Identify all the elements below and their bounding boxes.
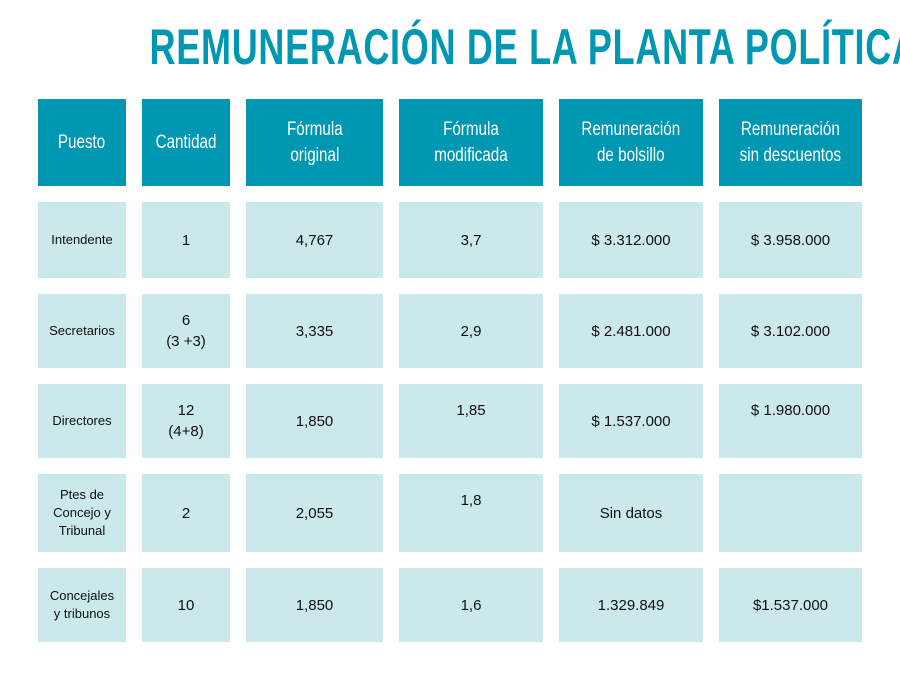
cell-formula-modificada: 2,9 [399,294,543,368]
header-remuneracion-bolsillo: Remuneración de bolsillo [559,99,703,186]
cell-cantidad: 1 [142,202,230,278]
header-cantidad: Cantidad [142,99,230,186]
header-label: Cantidad [155,131,217,153]
cell-cantidad: 10 [142,568,230,642]
cell-formula-modificada: 1,6 [399,568,543,642]
cell-puesto: Directores [38,384,126,458]
cell-puesto: Concejales y tribunos [38,568,126,642]
cell-remuneracion-bolsillo: Sin datos [559,474,703,552]
page-title: REMUNERACIÓN DE LA PLANTA POLÍTICA [149,19,900,75]
cell-formula-modificada: 1,85 [399,384,543,458]
cell-remuneracion-sin-descuentos: $1.537.000 [719,568,862,642]
cell-formula-original: 3,335 [246,294,383,368]
header-label: Fórmula original [286,118,343,166]
cell-formula-original: 1,850 [246,568,383,642]
header-label: Remuneración sin descuentos [739,118,842,166]
cell-remuneracion-sin-descuentos: $ 1.980.000 [719,384,862,458]
cell-remuneracion-bolsillo: $ 1.537.000 [559,384,703,458]
cell-remuneracion-bolsillo: 1.329.849 [559,568,703,642]
cell-formula-original: 2,055 [246,474,383,552]
cell-cantidad: 2 [142,474,230,552]
header-puesto: Puesto [38,99,126,186]
cell-remuneracion-sin-descuentos: $ 3.102.000 [719,294,862,368]
cell-formula-modificada: 1,8 [399,474,543,552]
cell-puesto: Secretarios [38,294,126,368]
cell-formula-original: 4,767 [246,202,383,278]
header-remuneracion-sin-descuentos: Remuneración sin descuentos [719,99,862,186]
cell-cantidad: 12 (4+8) [142,384,230,458]
cell-remuneracion-sin-descuentos: $ 3.958.000 [719,202,862,278]
cell-formula-original: 1,850 [246,384,383,458]
header-label: Puesto [58,131,106,153]
cell-remuneracion-sin-descuentos [719,474,862,552]
cell-remuneracion-bolsillo: $ 2.481.000 [559,294,703,368]
cell-formula-modificada: 3,7 [399,202,543,278]
header-label: Remuneración de bolsillo [581,118,681,166]
header-formula-modificada: Fórmula modificada [399,99,543,186]
cell-puesto: Intendente [38,202,126,278]
cell-cantidad: 6 (3 +3) [142,294,230,368]
header-formula-original: Fórmula original [246,99,383,186]
header-label: Fórmula modificada [434,118,508,166]
cell-puesto: Ptes de Concejo y Tribunal [38,474,126,552]
cell-remuneracion-bolsillo: $ 3.312.000 [559,202,703,278]
